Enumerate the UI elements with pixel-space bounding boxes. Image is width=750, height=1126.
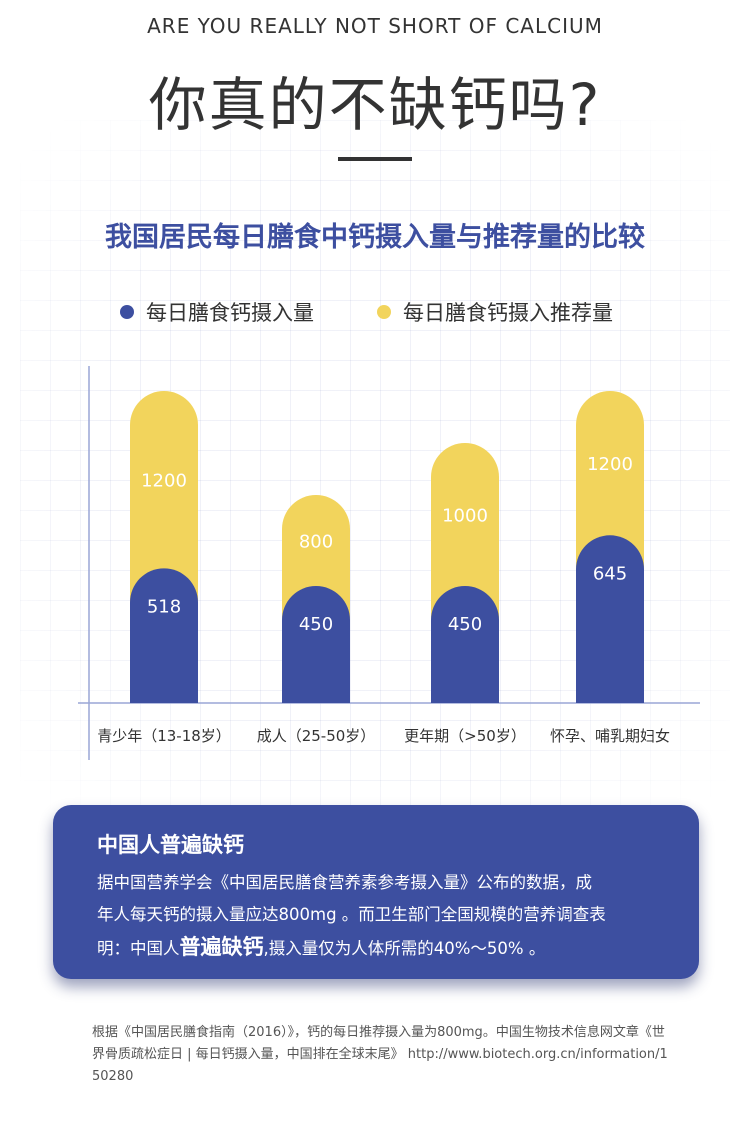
x-tick-label-2: 更年期（>50岁） xyxy=(404,727,526,745)
chart-legend: 每日膳食钙摄入量 每日膳食钙摄入推荐量 xyxy=(0,297,750,327)
x-tick-label-0: 青少年（13-18岁） xyxy=(97,727,231,745)
data-label-recommended-2: 1000 xyxy=(442,506,488,527)
legend-dot-intake-icon xyxy=(120,305,134,319)
callout-line-3-end: ,摄入量仅为人体所需的40%～50% 。 xyxy=(263,939,546,958)
chart-title: 我国居民每日膳食中钙摄入量与推荐量的比较 xyxy=(105,222,645,253)
legend-item-recommended: 每日膳食钙摄入推荐量 xyxy=(377,297,613,327)
callout-line-3-start: 明：中国人 xyxy=(97,939,180,958)
legend-item-intake: 每日膳食钙摄入量 xyxy=(120,297,314,327)
data-label-recommended-1: 800 xyxy=(299,532,333,553)
data-label-intake-2: 450 xyxy=(448,614,482,635)
data-label-recommended-0: 1200 xyxy=(141,471,187,492)
legend-dot-recommended-icon xyxy=(377,305,391,319)
legend-label-recommended: 每日膳食钙摄入推荐量 xyxy=(403,301,613,325)
data-label-intake-3: 645 xyxy=(593,563,627,584)
bar-chart: 1200 518 青少年（13-18岁） 800 450 成人（25-50岁） 1000 45… xyxy=(78,366,700,760)
title-underline xyxy=(338,157,412,161)
english-subtitle: ARE YOU REALLY NOT SHORT OF CALCIUM xyxy=(147,14,603,38)
callout-emphasis: 普遍缺钙 xyxy=(179,935,264,959)
bar-intake-2 xyxy=(431,586,499,703)
page-title: 你真的不缺钙吗? xyxy=(148,71,602,139)
x-tick-label-1: 成人（25-50岁） xyxy=(257,727,376,745)
x-tick-label-3: 怀孕、哺乳期妇女 xyxy=(550,727,670,745)
data-label-recommended-3: 1200 xyxy=(587,454,633,475)
callout-line-2: 年人每天钙的摄入量应达800mg 。而卫生部门全国规模的营养调查表 xyxy=(97,905,606,924)
bar-intake-3 xyxy=(576,535,644,703)
callout-line-1: 据中国营养学会《中国居民膳食营养素参考摄入量》公布的数据，成 xyxy=(97,873,592,892)
bar-intake-1 xyxy=(282,586,350,703)
data-label-intake-1: 450 xyxy=(299,614,333,635)
callout-title: 中国人普遍缺钙 xyxy=(97,833,244,857)
source-citation: 根据《中国居民膳食指南（2016）》，钙的每日推荐摄入量为800mg。中国生物技… xyxy=(92,1025,668,1084)
calcium-deficiency-callout: 中国人普遍缺钙 据中国营养学会《中国居民膳食营养素参考摄入量》公布的数据，成 年… xyxy=(53,805,699,979)
callout-body: 据中国营养学会《中国居民膳食营养素参考摄入量》公布的数据，成 年人每天钙的摄入量… xyxy=(97,867,672,965)
bar-intake-0 xyxy=(130,568,198,703)
callout-line-3: 明：中国人普遍缺钙,摄入量仅为人体所需的40%～50% 。 xyxy=(97,931,672,965)
legend-label-intake: 每日膳食钙摄入量 xyxy=(146,301,314,325)
data-label-intake-0: 518 xyxy=(147,596,181,617)
